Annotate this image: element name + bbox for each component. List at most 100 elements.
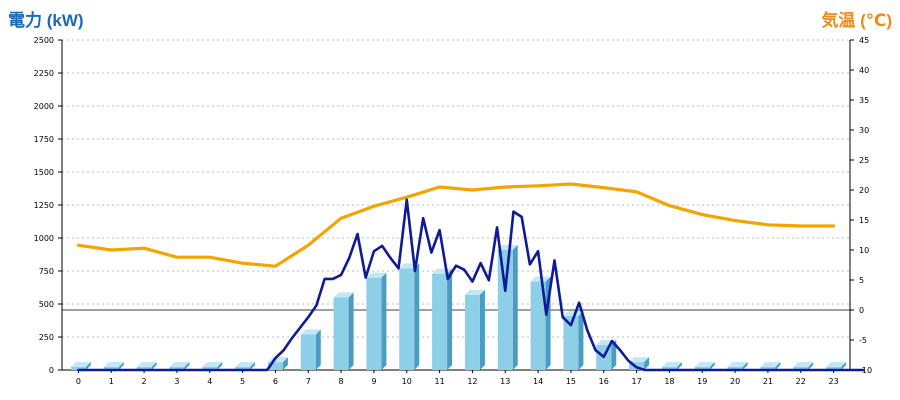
temperature-line bbox=[76, 182, 836, 268]
bar-top bbox=[661, 362, 682, 367]
bar-top bbox=[333, 292, 354, 298]
bar-top bbox=[497, 244, 518, 250]
left-tick-label: 250 bbox=[39, 333, 54, 342]
x-tick-label: 15 bbox=[566, 377, 576, 386]
bar-4 bbox=[202, 362, 223, 370]
bar-front bbox=[826, 367, 842, 370]
bar-2 bbox=[136, 362, 157, 370]
left-tick-label: 1000 bbox=[34, 234, 54, 243]
bar-21 bbox=[760, 362, 781, 370]
left-tick-label: 1750 bbox=[34, 135, 54, 144]
bar-top bbox=[136, 362, 157, 367]
bar-front bbox=[70, 367, 86, 370]
bar-18 bbox=[661, 362, 682, 370]
bar-front bbox=[727, 367, 743, 370]
right-tick-label: -5 bbox=[859, 336, 867, 345]
left-tick-label: 0 bbox=[49, 366, 54, 375]
bar-side bbox=[282, 357, 288, 370]
bar-front bbox=[432, 273, 448, 370]
bar-front bbox=[464, 294, 480, 370]
bar-16 bbox=[596, 339, 617, 370]
bar-side bbox=[808, 362, 814, 370]
bar-front bbox=[333, 297, 349, 370]
x-tick-label: 1 bbox=[109, 377, 114, 386]
right-tick-label: 25 bbox=[859, 156, 869, 165]
bar-front bbox=[202, 367, 218, 370]
bar-side bbox=[85, 362, 91, 370]
bar-15 bbox=[563, 310, 584, 370]
bar-front bbox=[366, 277, 382, 370]
bar-top bbox=[169, 362, 190, 367]
x-tick-label: 6 bbox=[273, 377, 278, 386]
x-tick-label: 10 bbox=[402, 377, 412, 386]
bar-top bbox=[694, 362, 715, 367]
bar-3 bbox=[169, 362, 190, 370]
right-tick-label: 0 bbox=[859, 306, 864, 315]
bar-14 bbox=[530, 276, 551, 370]
bar-front bbox=[399, 268, 415, 370]
left-tick-label: 2500 bbox=[34, 36, 54, 45]
bar-front bbox=[300, 334, 316, 370]
bar-top bbox=[103, 362, 124, 367]
bar-side bbox=[414, 263, 420, 370]
x-tick-label: 0 bbox=[76, 377, 81, 386]
bar-20 bbox=[727, 362, 748, 370]
bar-top bbox=[793, 362, 814, 367]
left-tick-label: 1500 bbox=[34, 168, 54, 177]
bar-8 bbox=[333, 292, 354, 370]
bar-front bbox=[530, 281, 546, 370]
bar-9 bbox=[366, 272, 387, 370]
bar-top bbox=[366, 272, 387, 278]
bar-side bbox=[709, 362, 715, 370]
bar-23 bbox=[826, 362, 847, 370]
right-tick-label: 5 bbox=[859, 276, 864, 285]
bar-front bbox=[497, 249, 513, 370]
bar-top bbox=[464, 289, 485, 295]
bar-0 bbox=[70, 362, 91, 370]
bar-side bbox=[479, 289, 485, 370]
x-tick-label: 20 bbox=[730, 377, 740, 386]
bar-side bbox=[217, 362, 223, 370]
bar-side bbox=[184, 362, 190, 370]
bar-side bbox=[250, 362, 256, 370]
x-tick-label: 14 bbox=[533, 377, 543, 386]
right-axis-title: 気温 (℃) bbox=[821, 11, 892, 30]
bar-front bbox=[694, 367, 710, 370]
bar-front bbox=[661, 367, 677, 370]
bar-5 bbox=[235, 362, 256, 370]
bar-side bbox=[118, 362, 124, 370]
bar-side bbox=[841, 362, 847, 370]
bar-19 bbox=[694, 362, 715, 370]
x-tick-label: 11 bbox=[434, 377, 444, 386]
x-tick-label: 9 bbox=[371, 377, 376, 386]
x-tick-label: 13 bbox=[500, 377, 510, 386]
bar-side bbox=[381, 272, 387, 370]
bar-7 bbox=[300, 329, 321, 370]
x-tick-label: 4 bbox=[207, 377, 212, 386]
left-tick-label: 500 bbox=[39, 300, 54, 309]
left-axis-title: 電力 (kW) bbox=[8, 11, 84, 30]
x-tick-label: 2 bbox=[142, 377, 147, 386]
power-line bbox=[77, 198, 865, 372]
x-tick-label: 21 bbox=[763, 377, 773, 386]
right-tick-label: 35 bbox=[859, 96, 869, 105]
bar-top bbox=[826, 362, 847, 367]
x-tick-label: 5 bbox=[240, 377, 245, 386]
bar-side bbox=[578, 310, 584, 370]
bar-top bbox=[202, 362, 223, 367]
bar-top bbox=[629, 357, 650, 363]
bar-10 bbox=[399, 263, 420, 370]
right-tick-label: 10 bbox=[859, 246, 869, 255]
bar-13 bbox=[497, 244, 518, 370]
bar-11 bbox=[432, 268, 453, 370]
x-tick-label: 8 bbox=[339, 377, 344, 386]
bar-side bbox=[447, 268, 453, 370]
right-tick-label: 30 bbox=[859, 126, 869, 135]
bar-top bbox=[727, 362, 748, 367]
bar-front bbox=[760, 367, 776, 370]
right-tick-label: 40 bbox=[859, 66, 869, 75]
bar-top bbox=[70, 362, 91, 367]
bar-22 bbox=[793, 362, 814, 370]
x-tick-label: 17 bbox=[631, 377, 641, 386]
